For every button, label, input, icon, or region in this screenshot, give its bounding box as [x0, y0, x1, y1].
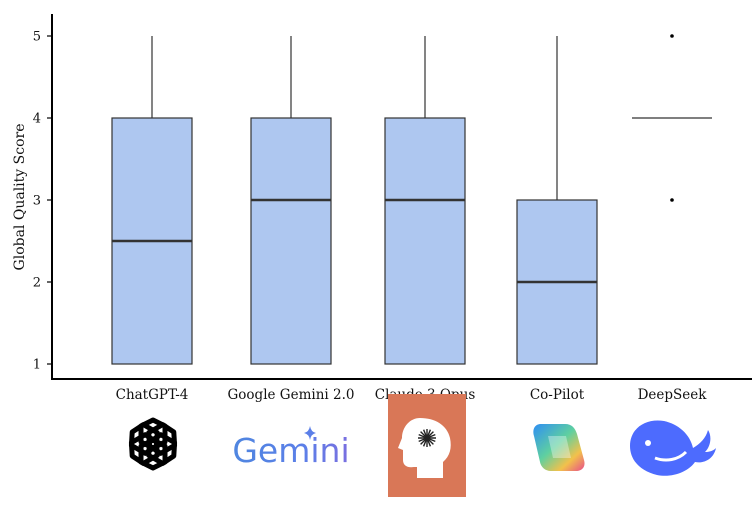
box-5 [632, 34, 712, 202]
claude-logo-icon [388, 394, 466, 497]
box-1 [111, 36, 193, 365]
box-3 [384, 36, 466, 365]
box-2 [250, 36, 332, 365]
category-label: Co-Pilot [530, 387, 585, 403]
box-iqr [250, 117, 332, 365]
y-tick-label: 4 [33, 112, 41, 127]
gemini-logo: Gemini [232, 431, 349, 470]
y-tick-label: 5 [33, 30, 41, 45]
y-tick-label: 2 [33, 276, 41, 291]
outlier-point [670, 34, 674, 38]
box-iqr [384, 117, 466, 365]
category-label: ChatGPT-4 [116, 387, 189, 403]
logos: Gemini [128, 394, 716, 497]
y-ticks: 1 2 3 4 5 [33, 30, 52, 373]
y-tick-label: 1 [33, 358, 41, 373]
deepseek-logo-icon [630, 420, 716, 476]
box-4 [516, 36, 598, 365]
chatgpt-logo-icon [128, 417, 178, 471]
category-label: DeepSeek [638, 387, 708, 403]
boxes [111, 34, 712, 365]
outlier-point [670, 198, 674, 202]
gemini-star-icon [304, 426, 316, 440]
y-axis-label: Global Quality Score [12, 124, 28, 271]
category-label: Google Gemini 2.0 [228, 387, 355, 403]
copilot-logo-icon [533, 424, 585, 471]
y-tick-label: 3 [33, 194, 41, 209]
